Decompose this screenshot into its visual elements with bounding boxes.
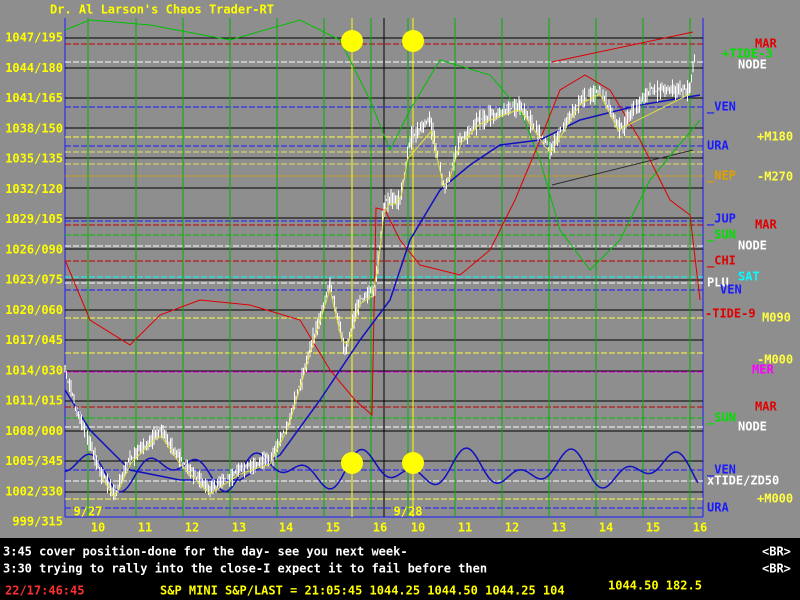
level-label: URA [707,501,729,515]
level-label: URA [707,139,729,153]
y-axis-label: 1044/180 [5,61,63,75]
level-label: PLU [707,276,729,290]
y-axis-label: 1026/090 [5,242,63,256]
level-label: xTIDE/ZD50 [707,474,779,488]
message-panel [0,538,800,600]
green-curve [64,19,701,271]
level-label: SAT [738,270,760,284]
level-label: +TIDE-3 [722,47,773,61]
red-curve [64,74,701,417]
sun-marker [341,452,363,474]
y-axis-label: 1038/150 [5,121,63,135]
level-label: _NEP [707,169,736,184]
x-axis-label: 16 [693,521,707,535]
app-title: Dr. Al Larson's Chaos Trader-RT [50,3,274,17]
level-label: _VEN [707,100,736,115]
x-axis-label: 12 [185,521,199,535]
date-label: 9/27 [74,505,103,519]
oscillator [64,447,699,493]
status-time: 22/17:46:45 [5,584,84,598]
x-axis-label: 14 [279,521,293,535]
message-text: 3:30 trying to rally into the close-I ex… [3,562,487,576]
y-axis-label: 1014/030 [5,363,63,377]
message-tag: <BR> [762,562,791,576]
y-axis-label: 1008/000 [5,424,63,438]
message-text: 3:45 cover position-done for the day- se… [3,545,408,559]
level-label: _JUP [707,212,736,227]
y-axis-label: 1020/060 [5,303,63,317]
status-quote: S&P MINI S&P/LAST = 21:05:45 1044.25 104… [160,584,565,598]
sun-marker [402,452,424,474]
y-axis-label: 1017/045 [5,333,63,347]
trend-line [551,31,694,63]
y-axis-label: 1023/075 [5,273,63,287]
x-axis-label: 13 [552,521,566,535]
y-axis-label: 1011/015 [5,394,63,408]
level-label: _CHI [707,254,736,269]
level-label: NODE [738,420,767,434]
level-label: M090 [762,311,791,325]
sun-marker [402,30,424,52]
x-axis-label: 16 [373,521,387,535]
message-tag: <BR> [762,545,791,559]
level-label: _SUN [707,228,736,243]
y-axis-label: 1005/345 [5,454,63,468]
x-axis-label: 14 [599,521,613,535]
x-axis-label: 11 [458,521,472,535]
y-axis-label: 999/315 [12,515,63,529]
date-label: 9/28 [394,505,423,519]
x-axis-label: 13 [232,521,246,535]
level-label: +M180 [757,130,793,144]
level-label: _VEN [707,463,736,478]
level-label: NODE [738,58,767,72]
x-axis-label: 10 [91,521,105,535]
blue-average [64,94,701,481]
level-label: MAR [755,400,777,414]
y-axis-label: 1035/135 [5,152,63,166]
y-axis-label: 1032/120 [5,182,63,196]
level-label: _SUN [707,411,736,426]
x-axis-label: 15 [326,521,340,535]
level-label: MAR [755,37,777,51]
y-axis-label: 1047/195 [5,31,63,45]
x-axis-label: 10 [411,521,425,535]
level-label: MER [752,363,774,377]
level-label: NODE [738,239,767,253]
y-axis-label: 1002/330 [5,484,63,498]
level-label: +M000 [757,492,793,506]
sun-marker [341,30,363,52]
x-axis-label: 15 [646,521,660,535]
status-price: 1044.50 182.5 [608,579,702,593]
level-label: -TIDE-9 [705,307,756,321]
level-label: MAR [755,218,777,232]
x-axis-label: 11 [138,521,152,535]
y-axis-label: 1029/105 [5,212,63,226]
level-label: -M270 [757,170,793,184]
yellow-average [101,93,691,498]
level-label: -M000 [757,353,793,367]
x-axis-label: 12 [505,521,519,535]
y-axis-label: 1041/165 [5,91,63,105]
level-label: VEN [720,283,742,297]
